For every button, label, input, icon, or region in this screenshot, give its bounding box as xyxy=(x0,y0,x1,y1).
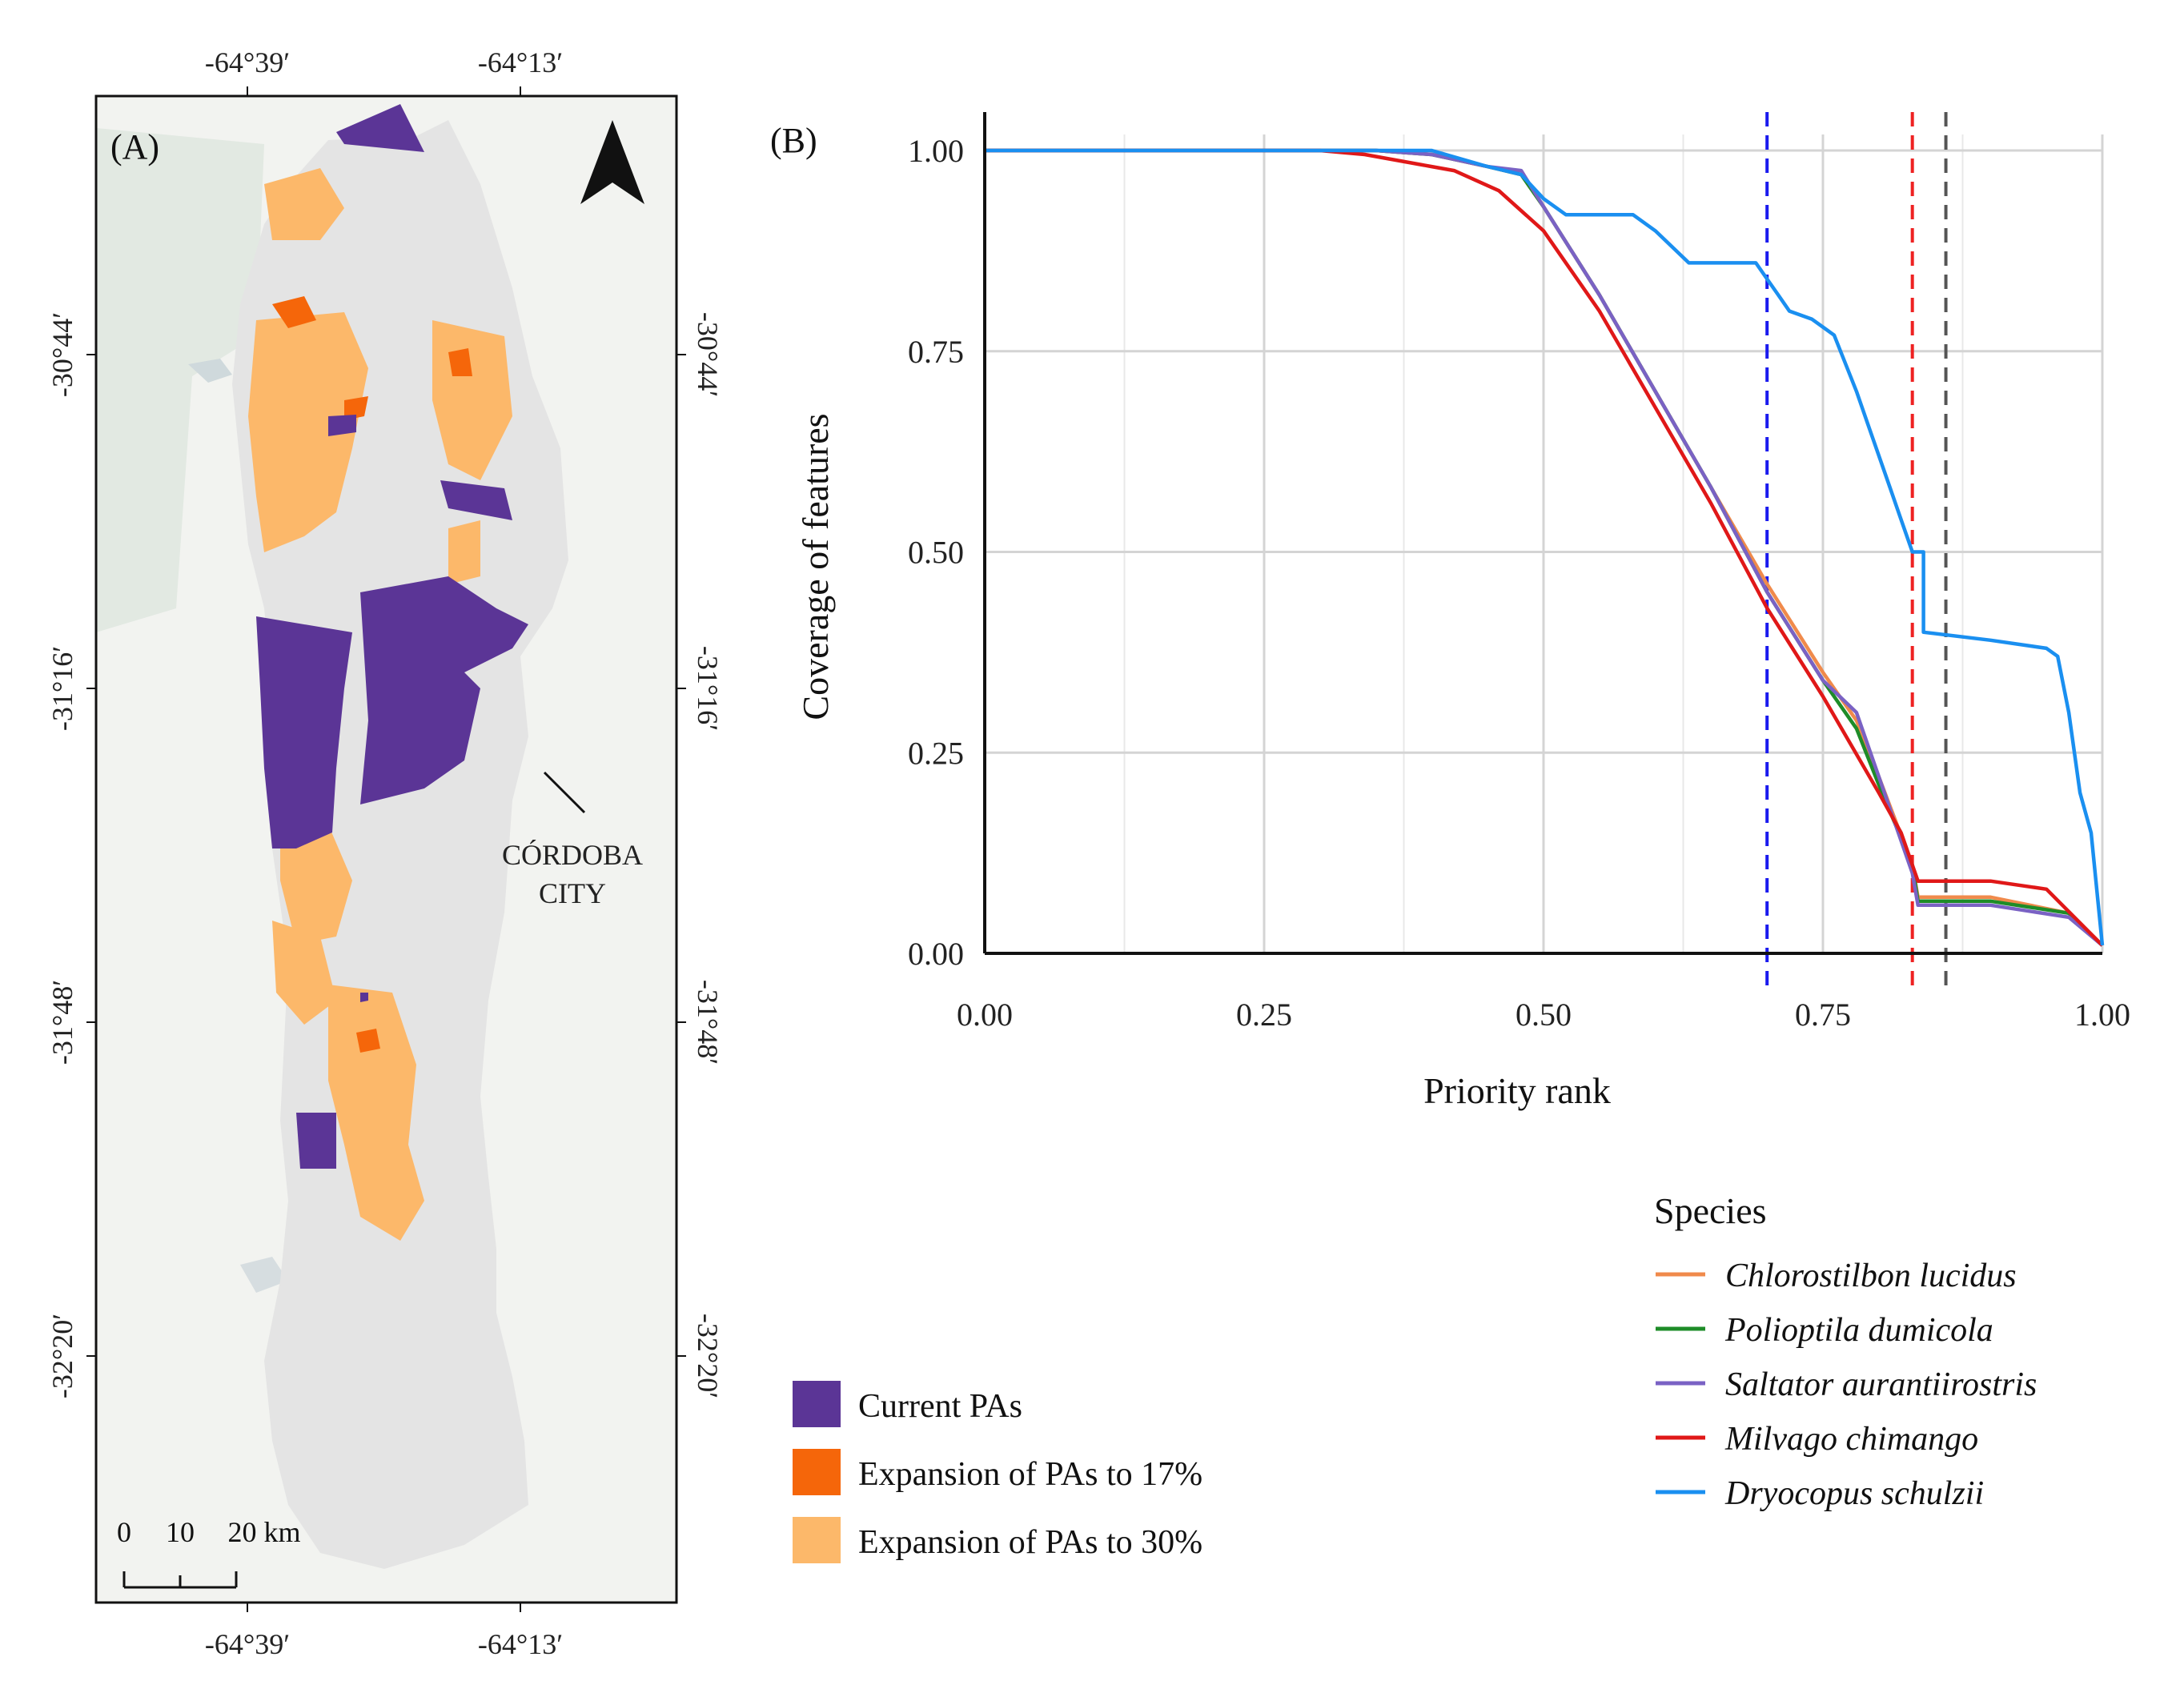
current-pa-patches xyxy=(256,104,528,1169)
current-pa xyxy=(360,576,528,804)
species-legend-label: Polioptila dumicola xyxy=(1724,1312,1993,1349)
lon-tick-bottom: -64°39′ xyxy=(205,1628,290,1660)
x-tick-label: 0.75 xyxy=(1795,997,1851,1033)
map-background-green-area xyxy=(96,128,264,632)
map-frame-border xyxy=(94,94,678,1604)
map-ticks xyxy=(86,86,686,1612)
threshold-lines xyxy=(1765,112,1948,993)
y-tick-label: 0.50 xyxy=(908,535,964,571)
y-tick-label: 0.00 xyxy=(908,936,964,972)
x-tick-label: 0.50 xyxy=(1516,997,1572,1033)
species-legend-label: Chlorostilbon lucidus xyxy=(1725,1258,2017,1294)
exp30-patch xyxy=(264,168,344,240)
x-tick-label: 1.00 xyxy=(2074,997,2130,1033)
lat-tick-right: -31°16′ xyxy=(692,646,724,731)
y-tick-label: 0.25 xyxy=(908,735,964,771)
chart-axes xyxy=(983,112,2102,955)
species-legend-label: Milvago chimango xyxy=(1724,1421,1978,1458)
current-pa xyxy=(440,480,512,520)
city-label: CITY xyxy=(539,877,606,909)
exp30-patch xyxy=(448,520,480,584)
species-legend-label: Saltator aurantiirostris xyxy=(1725,1366,2037,1403)
legend-label: Expansion of PAs to 17% xyxy=(858,1456,1202,1493)
chart-series xyxy=(985,148,2105,947)
exp17-patch xyxy=(272,296,316,328)
scale-label: 10 xyxy=(166,1516,195,1548)
lat-tick-right: -32°20′ xyxy=(692,1314,724,1398)
species-legend-label: Dryocopus schulzii xyxy=(1724,1475,1984,1512)
exp30-patch xyxy=(280,816,352,945)
lon-tick-top: -64°13′ xyxy=(478,46,563,78)
exp30-patch xyxy=(328,985,424,1241)
exp30-patch xyxy=(272,921,336,1025)
y-axis-label: Coverage of features xyxy=(795,413,836,720)
series-line xyxy=(985,148,2105,946)
current-pa xyxy=(256,616,352,848)
city-label: CÓRDOBA xyxy=(502,839,643,871)
x-axis-label: Priority rank xyxy=(1423,1070,1611,1111)
exp30-patch xyxy=(248,312,368,552)
legend-swatch-current xyxy=(793,1381,841,1427)
lon-tick-bottom: -64°13′ xyxy=(478,1628,563,1660)
lat-tick-right: -30°44′ xyxy=(692,312,724,397)
lat-tick-left: -30°44′ xyxy=(46,312,78,397)
species-legend-title: Species xyxy=(1654,1190,1767,1231)
city-leader-line xyxy=(543,771,586,814)
current-pa xyxy=(296,1113,336,1169)
chart-background xyxy=(762,94,2130,1129)
current-pa xyxy=(336,104,424,152)
chart-panel: (B) 0.00 0.25 0.50 0.75 1.00 0.00 0.25 0.50 0.75… xyxy=(762,94,2130,1129)
species-legend: Species Chlorostilbon lucidus Polioptila … xyxy=(1621,1169,2130,1537)
chart-tick-labels: 0.00 0.25 0.50 0.75 1.00 0.00 0.25 0.50 0.75 1.00 xyxy=(908,133,2130,1033)
lat-tick-left: -31°48′ xyxy=(46,980,78,1065)
map-panel: -64°39′ -64°13′ -64°39′ -64°13′ -30°44′ … xyxy=(46,46,724,1660)
y-tick-label: 0.75 xyxy=(908,334,964,370)
map-lake xyxy=(188,359,232,383)
y-tick-label: 1.00 xyxy=(908,133,964,169)
scale-label: 0 xyxy=(117,1516,131,1548)
lon-tick-top: -64°39′ xyxy=(205,46,290,78)
exp17-patch xyxy=(344,396,368,420)
lat-tick-right: -31°48′ xyxy=(692,980,724,1065)
lat-tick-left: -32°20′ xyxy=(46,1314,78,1398)
scale-label: 20 km xyxy=(227,1516,300,1548)
species-legend-box xyxy=(1621,1169,2130,1537)
panel-a-label: (A) xyxy=(110,127,159,166)
map-lake-2 xyxy=(240,1257,288,1293)
map-legend: Current PAs Expansion of PAs to 17% Expa… xyxy=(793,1381,1202,1563)
current-pa xyxy=(328,415,356,436)
exp17-patch xyxy=(448,348,472,376)
series-line xyxy=(985,148,2104,947)
legend-label: Current PAs xyxy=(858,1388,1022,1425)
x-tick-label: 0.25 xyxy=(1236,997,1292,1033)
current-pa xyxy=(360,993,368,1002)
exp17-patch xyxy=(356,1029,380,1053)
scale-bar xyxy=(122,1571,238,1589)
legend-swatch-exp17 xyxy=(793,1449,841,1495)
legend-swatch-exp30 xyxy=(793,1517,841,1563)
panel-b-label: (B) xyxy=(770,121,817,160)
legend-label: Expansion of PAs to 30% xyxy=(858,1524,1202,1561)
x-tick-label: 0.00 xyxy=(957,997,1013,1033)
series-line xyxy=(985,148,2104,947)
north-arrow-icon xyxy=(580,120,644,204)
lat-tick-left: -31°16′ xyxy=(46,646,78,731)
